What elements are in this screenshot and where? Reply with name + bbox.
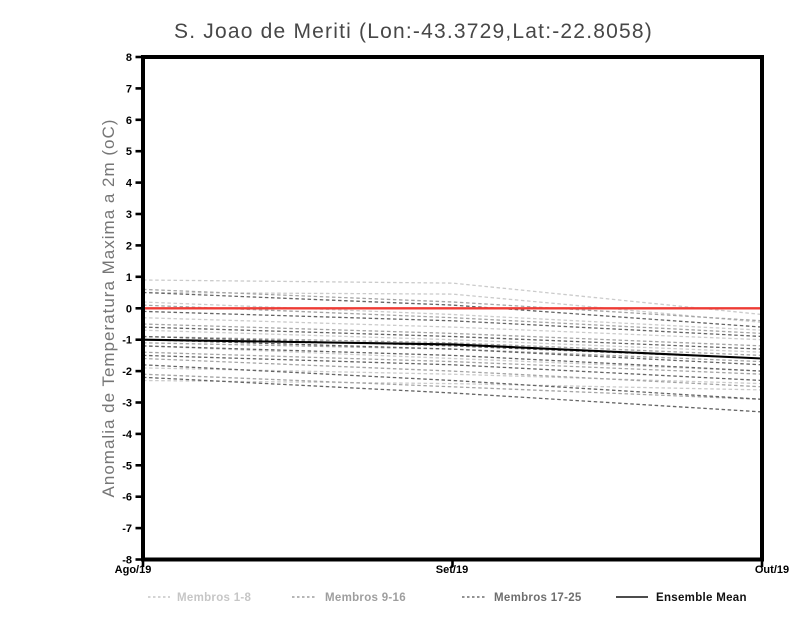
legend: Membros 1-8 Membros 9-16 Membros 17-25 E… [148,592,747,604]
y-tick-label: 8 [126,52,132,64]
y-tick-label: 4 [126,178,133,190]
y-tick-label: -4 [122,429,133,441]
ensemble-member-line [142,373,763,400]
y-tick-label: -6 [122,492,132,504]
y-tick-label: -8 [122,555,132,567]
x-tick-label-set: Set/19 [436,564,468,576]
x-tick-label-out: Out/19 [755,564,789,576]
legend-label-membros-1-8: Membros 1-8 [177,592,252,604]
y-axis-label: Anomalia de Temperatura Maxima a 2m (oC) [99,119,118,498]
legend-label-membros-17-25: Membros 17-25 [494,592,582,604]
y-tick-label: 2 [126,240,132,252]
ensemble-member-line [142,379,763,391]
chart-title: S. Joao de Meriti (Lon:-43.3729,Lat:-22.… [174,20,653,43]
y-tick-label: 0 [126,303,132,315]
y-tick-label: -5 [122,460,132,472]
ensemble-member-line [142,291,763,328]
y-tick-label: 5 [126,146,132,158]
axis-ticks: 8 7 6 5 4 3 2 1 0 -1 -2 -3 -4 -5 -6 -7 -8 [122,52,764,567]
y-tick-label: -1 [122,335,132,347]
plot-frame [141,55,764,562]
y-tick-label: -2 [122,366,132,378]
y-tick-label: 1 [126,272,132,284]
legend-label-ensemble-mean: Ensemble Mean [656,592,747,604]
ensemble-mean-line [142,338,763,360]
y-tick-label: -7 [122,523,132,535]
x-tick-label-ago: Ago/19 [115,564,152,576]
y-tick-label: 3 [126,209,132,221]
plot-lines [142,279,763,413]
ensemble-member-line [142,351,763,375]
ensemble-member-line [142,301,763,331]
y-tick-label: 7 [126,83,132,95]
y-tick-label: 6 [126,115,132,127]
legend-label-membros-9-16: Membros 9-16 [325,592,406,604]
y-tick-label: -3 [122,398,132,410]
